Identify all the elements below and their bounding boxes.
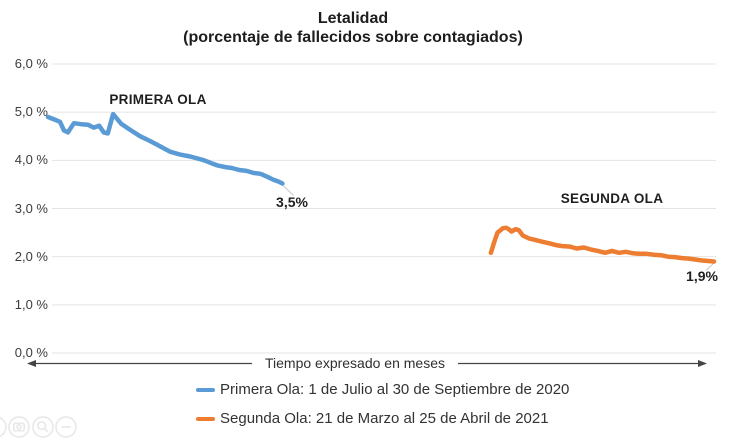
- camera-icon[interactable]: [8, 416, 30, 438]
- y-tick-label: 3,0 %: [14, 200, 48, 216]
- chart-subtitle: (porcentaje de fallecidos sobre contagia…: [183, 29, 523, 46]
- y-tick-label: 1,0 %: [14, 296, 48, 312]
- chart-title: Letalidad: [317, 10, 389, 27]
- segunda-end-value-label: 1,9%: [686, 268, 718, 284]
- arrow-left-icon: [27, 360, 36, 367]
- leader-lines: [281, 184, 715, 271]
- series-line-primera: [45, 111, 285, 186]
- leader-line: [281, 184, 294, 196]
- legend-item-primera: Primera Ola: 1 de Julio al 30 de Septiem…: [196, 381, 569, 398]
- zoom-in-icon[interactable]: [32, 416, 54, 438]
- y-tick-label: 0,0 %: [14, 345, 48, 360]
- arrow-right-icon: [698, 360, 707, 367]
- series-lines: [45, 111, 717, 264]
- annotation-primera-ola: PRIMERA OLA: [109, 92, 207, 107]
- y-tick-label: 4,0 %: [14, 152, 48, 168]
- annotation-segunda-ola: SEGUNDA OLA: [560, 191, 664, 206]
- y-tick-label: 2,0 %: [14, 248, 48, 264]
- zoom-out-icon[interactable]: [55, 416, 77, 438]
- legend-swatch-segunda-icon: [196, 416, 215, 421]
- chart-title-block: Letalidad (porcentaje de fallecidos sobr…: [0, 9, 706, 47]
- corner-toolbar: [0, 416, 77, 438]
- legend-swatch-primera-icon: [196, 387, 215, 392]
- y-axis: 6,0 % 5,0 % 4,0 % 3,0 % 2,0 % 1,0 % 0,0 %: [0, 0, 60, 439]
- primera-end-value-label: 3,5%: [276, 194, 308, 210]
- gridlines: [52, 63, 716, 354]
- leader-line: [705, 262, 715, 271]
- x-axis-label: Tiempo expresado en meses: [264, 355, 446, 371]
- y-tick-label: 5,0 %: [14, 104, 48, 120]
- partial-circle-icon: [0, 416, 7, 438]
- series-line-segunda: [488, 225, 717, 264]
- x-axis-arrow: [27, 360, 707, 367]
- legend-label-segunda: Segunda Ola: 21 de Marzo al 25 de Abril …: [220, 410, 549, 427]
- legend-label-primera: Primera Ola: 1 de Julio al 30 de Septiem…: [220, 381, 570, 398]
- y-tick-label: 6,0 %: [14, 56, 48, 71]
- legend-item-segunda: Segunda Ola: 21 de Marzo al 25 de Abril …: [196, 410, 549, 427]
